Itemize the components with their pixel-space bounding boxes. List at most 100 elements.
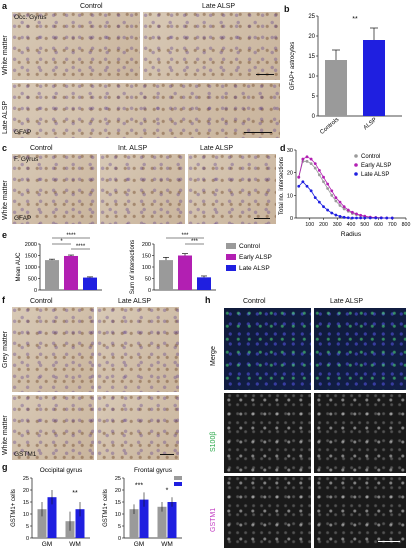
data-point	[313, 196, 317, 199]
data-point	[317, 169, 321, 172]
panel-c-col1: Control	[30, 145, 53, 152]
y-tick-label: 5	[312, 94, 316, 100]
y-tick-label: 15	[308, 54, 315, 60]
significance-label: **	[72, 490, 78, 497]
panel-h-col2: Late ALSP	[330, 298, 364, 305]
y-tick-label: 25	[23, 476, 29, 482]
data-point	[355, 212, 358, 216]
significance-label: ***	[135, 483, 143, 490]
data-point	[330, 189, 334, 193]
y-tick-label: 0	[312, 114, 316, 120]
data-point	[334, 196, 338, 199]
y-tick-label: 10	[308, 74, 315, 80]
bar-gm-control	[37, 509, 47, 538]
y-tick-label: 20	[115, 488, 121, 494]
legend-swatch-alsp	[174, 482, 182, 486]
data-point	[374, 216, 378, 220]
legend-entry: Late ALSP	[239, 265, 270, 272]
data-point	[322, 175, 325, 179]
panel-h-row3: GSTM1	[210, 507, 217, 532]
micrograph-f-alsp-gm	[97, 307, 179, 392]
x-tick-label: WM	[69, 541, 81, 548]
bar-alsp	[363, 40, 385, 116]
data-point	[342, 205, 346, 209]
data-point	[313, 166, 317, 170]
panel-b-letter: b	[284, 4, 290, 14]
micrograph-a-alsp	[143, 12, 280, 80]
data-point	[309, 189, 313, 193]
data-point	[359, 213, 363, 217]
y-axis-label: GSTM1+ cells	[103, 489, 109, 527]
micrograph-h-gstm1-alsp	[314, 476, 406, 548]
y-tick-label: 50	[145, 277, 151, 283]
panel-f-letter: f	[2, 295, 5, 305]
panel-e-letter: e	[2, 230, 8, 240]
data-point	[301, 157, 305, 161]
micrograph-h-merge-control	[224, 308, 311, 390]
micrograph-f-control-wm: GSTM1	[12, 395, 94, 460]
data-point	[338, 215, 342, 218]
data-point	[342, 215, 346, 219]
chart-g2: 0 5 10 15 20 25 GM *** WM * Frontal gyrus GSTM1+ ce…	[103, 467, 182, 548]
y-tick-label: 2000	[25, 242, 37, 248]
bar-early-alsp	[178, 255, 192, 290]
panel-c-region: F. Gyrus	[14, 156, 39, 163]
bar-wm-control	[157, 506, 167, 538]
bar-control	[159, 260, 173, 290]
bar-control	[45, 260, 59, 290]
x-tick-label: Controls	[319, 117, 340, 136]
panel-c-col3: Late ALSP	[200, 145, 234, 152]
bar-controls	[325, 60, 347, 116]
x-tick-label: 600	[374, 222, 383, 228]
y-tick-label: 20	[23, 488, 29, 494]
data-point	[297, 184, 301, 188]
x-tick-label: GM	[42, 541, 52, 548]
series-line-1	[298, 156, 393, 219]
data-point	[301, 180, 305, 184]
y-tick-label: 500	[28, 277, 37, 283]
sig-b-label: ***	[191, 239, 199, 245]
data-point	[363, 216, 367, 220]
sig-b-label: ****	[76, 244, 86, 250]
data-point	[309, 157, 313, 161]
bar-wm-alsp	[167, 502, 177, 538]
panel-c-stain: GFAP	[14, 215, 32, 222]
panel-a-row1: White matter	[2, 35, 9, 75]
data-point	[338, 204, 342, 207]
y-axis-label: GFAP+ astrocytes	[290, 42, 296, 91]
bar-late-alsp	[197, 277, 211, 290]
chart-d: 0 10 20 30 100 200 300 400 500 600 700 800 Control Ea…	[279, 148, 410, 238]
y-tick-label: 1000	[25, 265, 37, 271]
data-point	[317, 173, 321, 177]
data-point	[346, 208, 350, 212]
panel-f-stain: GSTM1	[14, 451, 37, 458]
y-tick-label: 0	[118, 536, 121, 542]
y-tick-label: 10	[115, 512, 121, 518]
y-tick-label: 5	[26, 524, 29, 530]
y-tick-label: 25	[115, 476, 121, 482]
micrograph-c-late	[188, 154, 276, 224]
data-point	[334, 199, 338, 203]
data-point	[346, 216, 350, 220]
panel-a-row2: Late ALSP	[2, 100, 9, 134]
panel-f-row2: White matter	[2, 415, 9, 455]
micrograph-c-int	[100, 154, 185, 224]
legend-swatch-control	[174, 476, 182, 480]
y-tick-label: 30	[287, 148, 293, 154]
significance-label: **	[352, 16, 358, 23]
x-axis-label: Radius	[341, 231, 362, 238]
x-tick-label: 700	[388, 222, 397, 228]
data-point	[326, 187, 330, 190]
x-tick-label: 500	[360, 222, 369, 228]
panel-h-letter: h	[205, 295, 211, 305]
y-tick-label: 10	[23, 512, 29, 518]
y-tick-label: 5	[118, 524, 121, 530]
legend-entry: Control	[361, 154, 380, 160]
chart-title: Occipital gyrus	[40, 467, 83, 474]
micrograph-a-alsp-wide: GFAP	[12, 83, 280, 138]
panel-f-col1: Control	[30, 298, 53, 305]
micrograph-h-s100b-alsp	[314, 393, 406, 473]
panel-a-letter: a	[2, 1, 8, 11]
panel-c-col2: Int. ALSP	[118, 145, 148, 152]
chart-b: 0 5 10 15 20 25 Controls ALSP ** GFAP+ astrocytes	[290, 14, 402, 136]
